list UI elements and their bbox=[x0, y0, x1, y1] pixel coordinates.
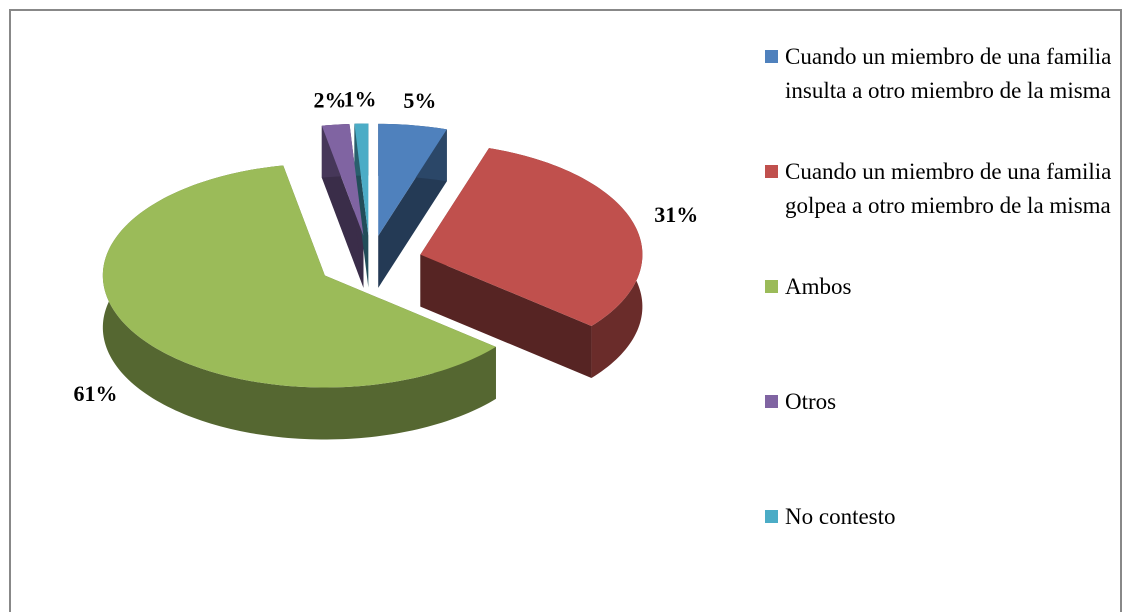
slice bbox=[321, 123, 364, 236]
slice bbox=[420, 148, 643, 327]
legend-item: Cuando un miembro de una familia insulta… bbox=[765, 40, 1115, 108]
slice-cut-face bbox=[420, 254, 592, 379]
legend-item: Otros bbox=[765, 385, 1115, 419]
chart-border bbox=[9, 9, 1122, 612]
slice bbox=[102, 165, 496, 388]
data-label: 5% bbox=[403, 88, 436, 113]
data-label: 61% bbox=[74, 381, 118, 406]
data-label: 1% bbox=[343, 86, 376, 111]
legend-swatch bbox=[765, 165, 778, 178]
legend-label: Otros bbox=[785, 389, 837, 414]
legend-label: Cuando un miembro de una familia insulta… bbox=[785, 44, 1112, 103]
legend-swatch bbox=[765, 510, 778, 523]
legend-swatch bbox=[765, 280, 778, 293]
legend-item: No contesto bbox=[765, 500, 1115, 534]
legend-item: Ambos bbox=[765, 270, 1115, 304]
legend-swatch bbox=[765, 395, 778, 408]
data-label: 2% bbox=[314, 87, 347, 112]
legend-label: Cuando un miembro de una familia golpea … bbox=[785, 159, 1112, 218]
data-label: 31% bbox=[654, 202, 698, 227]
slice bbox=[354, 123, 369, 236]
legend-label: Ambos bbox=[785, 274, 852, 299]
legend-label: No contesto bbox=[785, 504, 896, 529]
slice bbox=[378, 123, 447, 236]
legend-swatch bbox=[765, 50, 778, 63]
legend-item: Cuando un miembro de una familia golpea … bbox=[765, 155, 1115, 223]
slice-tops bbox=[102, 123, 643, 388]
